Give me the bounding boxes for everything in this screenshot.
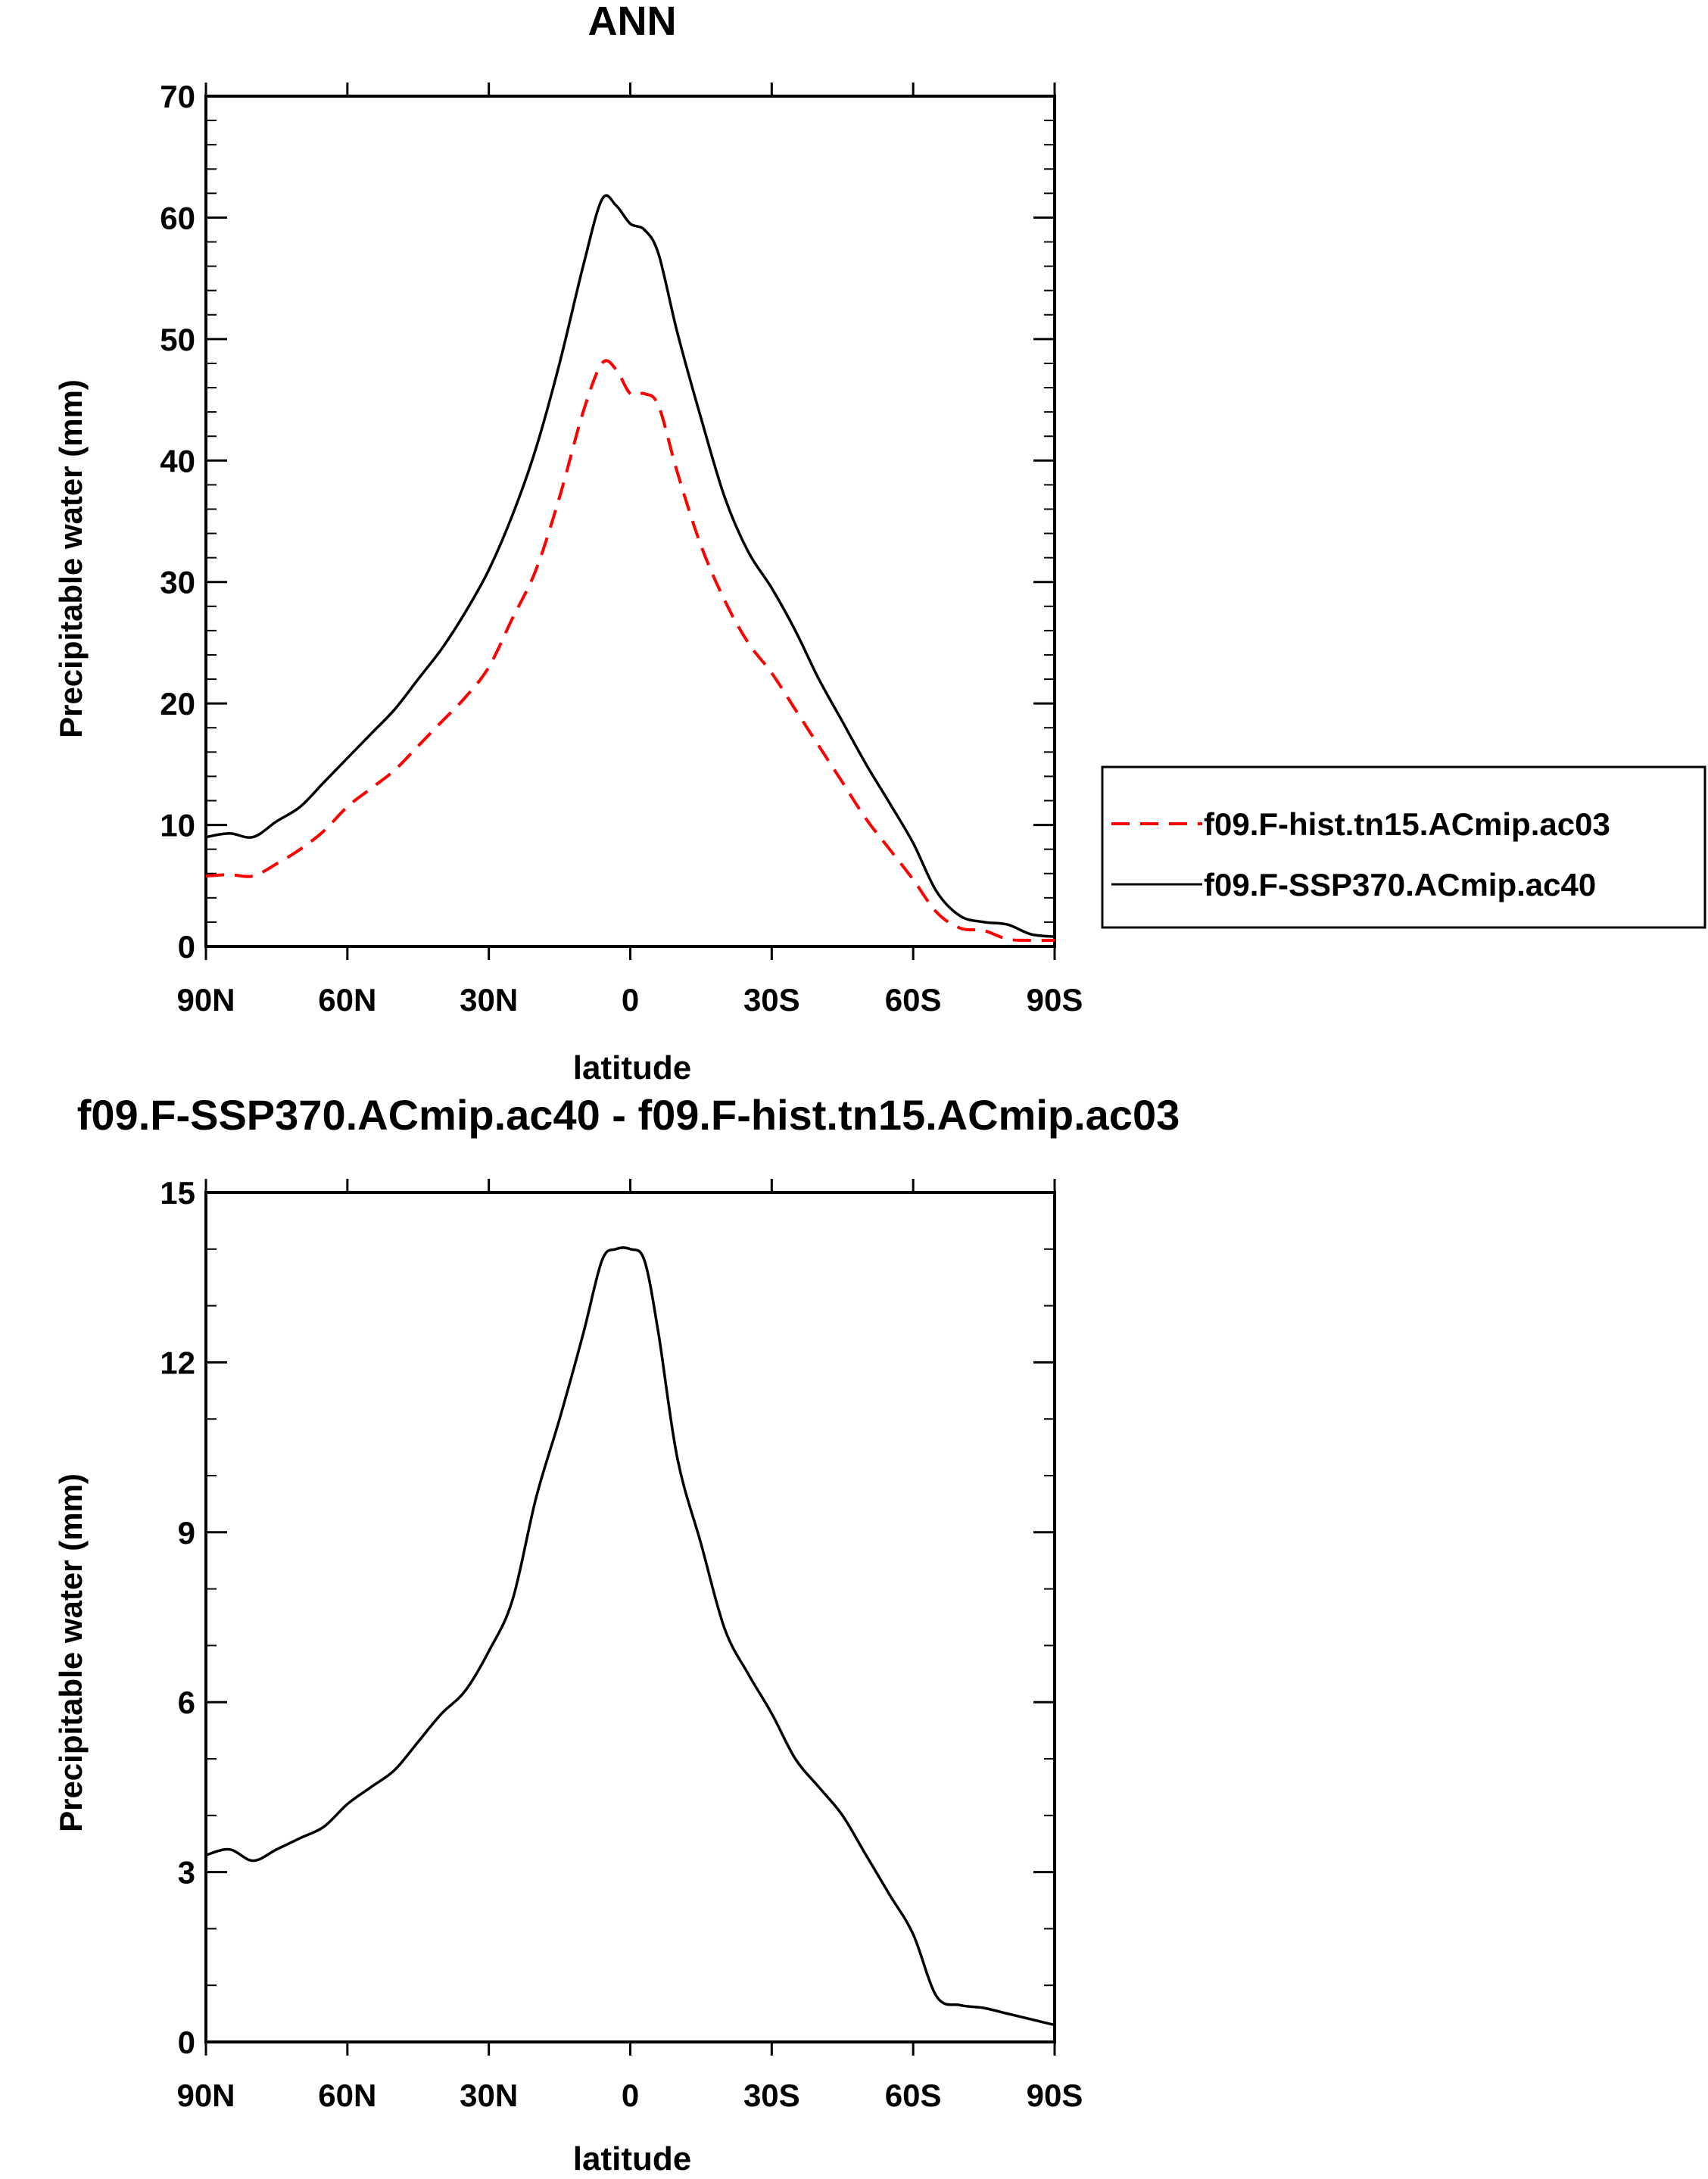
chart1-ytick-label: 20 — [160, 686, 195, 722]
legend-box — [1101, 765, 1706, 929]
chart2-xtick-label: 30N — [460, 2078, 518, 2113]
chart1-series-line — [205, 194, 1055, 938]
chart2-xtick-label: 90S — [1027, 2078, 1083, 2113]
chart2-xtick-label: 0 — [622, 2078, 639, 2113]
chart1-ytick-label: 50 — [160, 322, 195, 357]
chart2-ylabel: Precipitable water (mm) — [53, 1473, 89, 1832]
chart1-xlabel: latitude — [573, 1049, 691, 1086]
chart2-series-line — [205, 1246, 1055, 2027]
chart1-legend: f09.F-hist.tn15.ACmip.ac03 f09.F-SSP370.… — [1101, 765, 1706, 929]
chart1-xtick-label: 90N — [176, 982, 235, 1018]
chart2-ytick-label: 12 — [160, 1345, 195, 1380]
chart1-ytick-label: 10 — [160, 808, 195, 843]
chart2-ytick-label: 0 — [178, 2025, 195, 2060]
chart2-xtick-label: 60S — [885, 2078, 942, 2113]
chart2-ytick-label: 9 — [178, 1515, 195, 1551]
chart1-ylabel: Precipitable water (mm) — [53, 379, 89, 738]
chart2-ytick-label: 3 — [178, 1855, 195, 1891]
chart2-plot: 0 3 6 9 12 15 90N 60N 30N 0 30S 60S 90S — [160, 1175, 1083, 2113]
chart2-xtick-label: 90N — [176, 2078, 235, 2113]
chart1-title: ANN — [588, 0, 677, 44]
chart1-ytick-label: 0 — [178, 929, 195, 965]
chart2-ytick-label: 6 — [178, 1685, 195, 1720]
chart1-xtick-label: 90S — [1027, 982, 1083, 1018]
legend-label-hist: f09.F-hist.tn15.ACmip.ac03 — [1204, 806, 1610, 842]
chart2-title: f09.F-SSP370.ACmip.ac40 - f09.F-hist.tn1… — [77, 1091, 1180, 1139]
chart1-xtick-label: 0 — [622, 982, 639, 1018]
chart1-xtick-label: 30N — [460, 982, 518, 1018]
chart2-xlabel: latitude — [573, 2140, 691, 2177]
chart1-ytick-label: 40 — [160, 443, 195, 479]
chart2-ytick-label: 15 — [160, 1175, 195, 1211]
chart1-ytick-label: 70 — [160, 79, 195, 114]
chart2-xtick-label: 60N — [318, 2078, 376, 2113]
chart1-ytick-label: 60 — [160, 200, 195, 235]
chart1-xtick-label: 60N — [318, 982, 376, 1018]
legend-label-ssp: f09.F-SSP370.ACmip.ac40 — [1204, 867, 1596, 902]
chart1-plot: 0 10 20 30 40 50 60 70 90N 60N 30N 0 30S 60S 90S — [160, 79, 1083, 1018]
chart1-xtick-label: 60S — [885, 982, 942, 1018]
chart2-xtick-label: 30S — [743, 2078, 800, 2113]
chart1-series-hist — [205, 359, 1055, 943]
chart1-ytick-label: 30 — [160, 565, 195, 600]
chart1-xtick-label: 30S — [743, 982, 800, 1018]
